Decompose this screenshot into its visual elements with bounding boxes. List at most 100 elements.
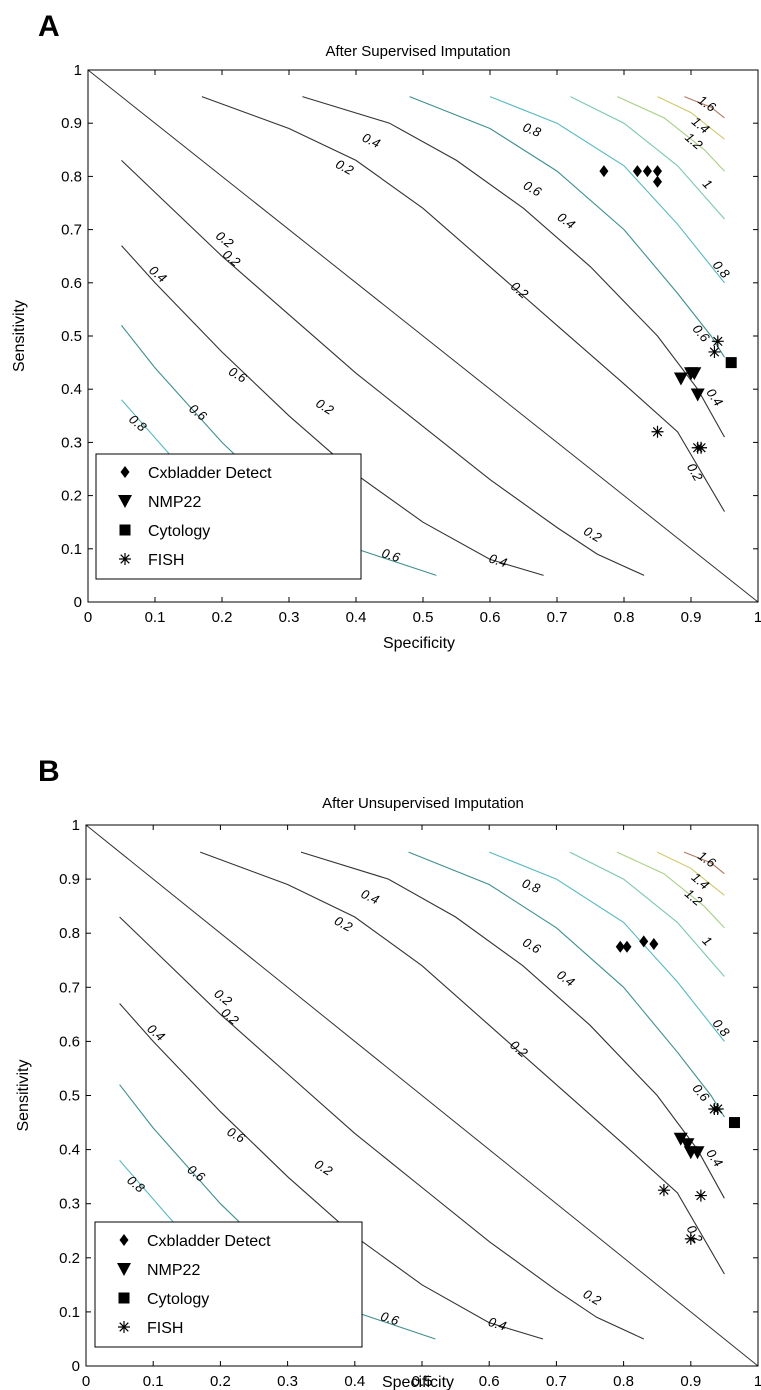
data-point-diamond bbox=[615, 940, 625, 953]
contour-label: 0.6 bbox=[186, 401, 210, 424]
y-tick-label: 0.1 bbox=[59, 1304, 80, 1321]
x-tick-label: 0 bbox=[82, 1373, 90, 1390]
legend: Cxbladder Detect NMP22 Cytology FISH bbox=[94, 1221, 363, 1348]
contour-label: 1 bbox=[700, 176, 716, 192]
contour-label: 0.2 bbox=[211, 986, 235, 1009]
contour-label: 0.2 bbox=[508, 278, 532, 302]
contour-line bbox=[684, 96, 725, 119]
data-point-asterisk bbox=[651, 425, 664, 438]
y-tick-label: 0.2 bbox=[61, 488, 82, 505]
y-axis-label: Sensitivity bbox=[11, 300, 28, 372]
y-tick-label: 0.4 bbox=[59, 1142, 80, 1159]
x-tick-label: 0.6 bbox=[479, 1373, 500, 1390]
contour-label: 0.8 bbox=[710, 1016, 734, 1040]
x-tick-label: 0.8 bbox=[614, 609, 635, 626]
contour-line bbox=[656, 851, 725, 896]
data-point-diamond bbox=[649, 938, 659, 951]
contour-label: 0.6 bbox=[380, 545, 403, 565]
legend-marker bbox=[119, 553, 131, 565]
x-tick-label: 0.5 bbox=[413, 609, 434, 626]
y-tick-label: 0 bbox=[72, 1358, 80, 1375]
legend-label: Cytology bbox=[147, 1291, 209, 1308]
contour-label: 0.6 bbox=[521, 177, 545, 199]
legend-label: NMP22 bbox=[148, 494, 201, 511]
legend-label: FISH bbox=[147, 1320, 183, 1337]
contour-line-zero bbox=[87, 69, 759, 603]
data-point-asterisk bbox=[708, 345, 721, 358]
contour-label: 0.6 bbox=[689, 1081, 713, 1105]
contour-line bbox=[408, 851, 725, 1118]
x-tick-label: 0.3 bbox=[277, 1373, 298, 1390]
x-tick-label: 0.9 bbox=[680, 1373, 701, 1390]
legend-marker bbox=[119, 524, 131, 536]
data-point-triangle-down bbox=[690, 388, 705, 402]
y-tick-label: 0.7 bbox=[61, 222, 82, 239]
data-point-diamond bbox=[653, 165, 662, 178]
y-tick-label: 0.6 bbox=[61, 275, 82, 292]
data-point-asterisk bbox=[657, 1184, 670, 1197]
contour-label: 0.4 bbox=[144, 1021, 167, 1044]
x-axis-label: Specificity bbox=[383, 635, 455, 652]
x-tick-label: 0.5 bbox=[412, 1373, 433, 1390]
y-tick-label: 0.1 bbox=[61, 541, 82, 558]
data-point-asterisk bbox=[695, 441, 708, 454]
contour-label: 0.2 bbox=[213, 228, 237, 251]
data-point-triangle-down bbox=[673, 372, 688, 386]
panel-label: B bbox=[38, 755, 60, 788]
contour-label: 1 bbox=[700, 933, 716, 949]
contour-label: 0.2 bbox=[218, 1005, 242, 1029]
legend-label: Cxbladder Detect bbox=[147, 1233, 271, 1250]
legend-box bbox=[95, 453, 362, 580]
contour-label: 0.2 bbox=[220, 247, 244, 271]
legend-box bbox=[94, 1221, 363, 1348]
contour-line bbox=[121, 160, 645, 576]
x-tick-label: 1 bbox=[754, 609, 761, 626]
legend-label: NMP22 bbox=[147, 1262, 200, 1279]
data-point-asterisk bbox=[711, 1103, 724, 1116]
legend: Cxbladder Detect NMP22 Cytology FISH bbox=[95, 453, 362, 580]
contour-label: 0.6 bbox=[225, 1124, 249, 1146]
contour-label: 0.4 bbox=[555, 209, 578, 232]
x-tick-label: 0.1 bbox=[145, 609, 166, 626]
contour-label: 0.4 bbox=[486, 1314, 508, 1334]
y-tick-label: 1 bbox=[74, 62, 82, 79]
legend-label: Cytology bbox=[148, 523, 210, 540]
data-point-diamond bbox=[639, 935, 649, 948]
contour-line bbox=[121, 245, 544, 576]
x-tick-label: 0.7 bbox=[546, 1373, 567, 1390]
contour-label: 0.4 bbox=[146, 262, 169, 285]
x-tick-label: 0.7 bbox=[547, 609, 568, 626]
contour-label: 0.4 bbox=[359, 886, 382, 907]
contour-label: 0.6 bbox=[690, 321, 714, 345]
y-tick-label: 0.3 bbox=[59, 1196, 80, 1213]
panel-b: B After Unsupervised Imputation 0.2 0.4 0.… bbox=[15, 755, 761, 1390]
data-point-diamond bbox=[622, 940, 632, 953]
x-tick-label: 0.4 bbox=[344, 1373, 365, 1390]
legend-marker bbox=[117, 1263, 131, 1276]
x-tick-label: 0.8 bbox=[613, 1373, 634, 1390]
panel-label: A bbox=[38, 10, 60, 43]
contour-line bbox=[657, 96, 725, 140]
contour-label: 0.2 bbox=[312, 1156, 336, 1179]
data-point-square bbox=[725, 357, 737, 369]
contour-label: 1.6 bbox=[695, 848, 719, 871]
y-tick-label: 0 bbox=[74, 594, 82, 611]
x-tick-label: 0.4 bbox=[346, 609, 367, 626]
contour-label: 0.6 bbox=[226, 364, 250, 386]
contour-line bbox=[201, 96, 725, 512]
contour-line bbox=[569, 851, 725, 977]
contour-line bbox=[570, 96, 725, 220]
y-tick-label: 1 bbox=[72, 817, 80, 834]
legend-marker bbox=[119, 1234, 129, 1246]
data-point-triangle-down bbox=[680, 1138, 695, 1152]
x-tick-label: 0.2 bbox=[210, 1373, 231, 1390]
y-tick-label: 0.5 bbox=[61, 328, 82, 345]
data-point-diamond bbox=[632, 165, 642, 178]
y-tick-label: 0.9 bbox=[59, 871, 80, 888]
contour-line bbox=[409, 96, 725, 358]
axis-ticks: 0 0.1 0.2 0.3 0.4 0.5 0.6 0.7 0.8 0.9 1 0 0.1 0.2 0.3 0… bbox=[61, 62, 761, 626]
data-point-diamond bbox=[653, 175, 662, 188]
x-tick-label: 1 bbox=[754, 1373, 761, 1390]
contour-line bbox=[683, 851, 725, 875]
x-tick-label: 0.1 bbox=[143, 1373, 164, 1390]
